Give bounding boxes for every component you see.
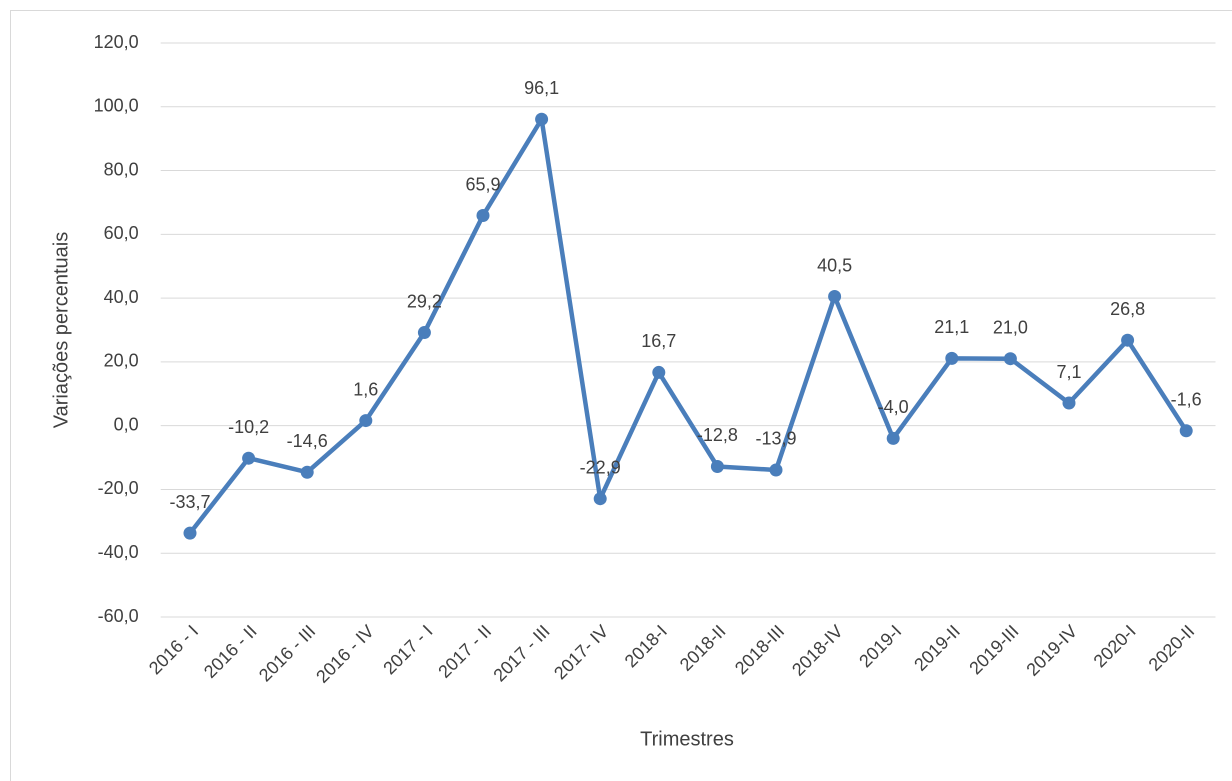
data-label: 96,1	[524, 78, 559, 98]
y-tick-label: -60,0	[98, 606, 139, 626]
chart-border	[10, 10, 1232, 781]
marker	[1003, 352, 1017, 366]
marker	[535, 112, 549, 126]
marker	[476, 209, 490, 223]
marker	[652, 365, 666, 379]
marker	[710, 459, 724, 473]
marker	[945, 351, 959, 365]
data-label: 26,8	[1110, 299, 1145, 319]
data-label: -10,2	[228, 417, 269, 437]
data-label: -13,9	[755, 429, 796, 449]
marker	[1179, 424, 1193, 438]
data-label: 16,7	[641, 331, 676, 351]
data-label: 21,1	[934, 317, 969, 337]
data-label: -14,6	[287, 431, 328, 451]
data-label: -22,9	[580, 457, 621, 477]
y-axis-title: Variações percentuais	[50, 232, 72, 428]
marker	[1062, 396, 1076, 410]
marker	[886, 431, 900, 445]
data-label: 7,1	[1056, 362, 1081, 382]
y-tick-label: 120,0	[94, 32, 139, 52]
y-tick-label: 0,0	[114, 414, 139, 434]
data-label: 65,9	[465, 174, 500, 194]
data-label: 1,6	[353, 379, 378, 399]
y-tick-label: 20,0	[104, 351, 139, 371]
data-label: 21,0	[993, 317, 1028, 337]
marker	[242, 451, 256, 465]
marker	[593, 492, 607, 506]
data-label: -33,7	[169, 492, 210, 512]
data-label: -12,8	[697, 425, 738, 445]
data-label: -4,0	[878, 397, 909, 417]
y-tick-label: 60,0	[104, 223, 139, 243]
y-tick-label: -20,0	[98, 478, 139, 498]
data-label: 29,2	[407, 291, 442, 311]
marker	[1121, 333, 1135, 347]
y-tick-label: -40,0	[98, 542, 139, 562]
marker	[359, 414, 373, 428]
data-label: -1,6	[1171, 390, 1202, 410]
y-tick-label: 80,0	[104, 159, 139, 179]
marker	[417, 326, 431, 340]
marker	[828, 290, 842, 304]
data-label: 40,5	[817, 255, 852, 275]
marker	[300, 465, 314, 479]
y-tick-label: 100,0	[94, 96, 139, 116]
line	[188, 116, 1189, 535]
marker	[769, 463, 783, 477]
x-axis-title: Trimestres	[640, 728, 734, 750]
y-tick-label: 40,0	[104, 287, 139, 307]
marker	[183, 526, 197, 540]
